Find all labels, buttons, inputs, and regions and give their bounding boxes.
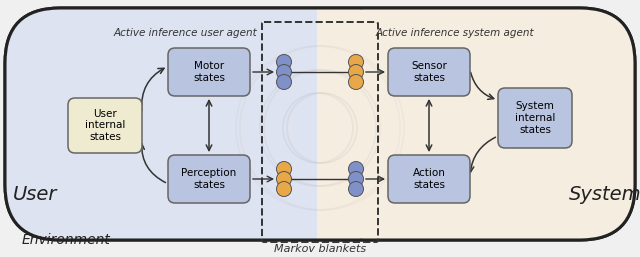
Circle shape bbox=[276, 65, 291, 79]
FancyBboxPatch shape bbox=[498, 88, 572, 148]
Text: System: System bbox=[569, 186, 640, 205]
FancyBboxPatch shape bbox=[168, 155, 250, 203]
Text: System
internal
states: System internal states bbox=[515, 102, 555, 135]
Circle shape bbox=[349, 75, 364, 89]
FancyBboxPatch shape bbox=[317, 8, 360, 240]
Circle shape bbox=[276, 181, 291, 197]
FancyBboxPatch shape bbox=[168, 48, 250, 96]
Text: Action
states: Action states bbox=[413, 168, 445, 190]
Text: User
internal
states: User internal states bbox=[85, 109, 125, 142]
Circle shape bbox=[349, 54, 364, 69]
Circle shape bbox=[276, 54, 291, 69]
FancyBboxPatch shape bbox=[5, 8, 635, 240]
FancyBboxPatch shape bbox=[388, 48, 470, 96]
Text: User: User bbox=[13, 186, 57, 205]
Circle shape bbox=[276, 75, 291, 89]
Circle shape bbox=[349, 171, 364, 187]
FancyBboxPatch shape bbox=[5, 8, 323, 240]
FancyBboxPatch shape bbox=[68, 98, 142, 153]
Text: Markov blankets: Markov blankets bbox=[274, 244, 366, 254]
FancyBboxPatch shape bbox=[322, 8, 635, 240]
FancyBboxPatch shape bbox=[280, 8, 323, 240]
Text: Perception
states: Perception states bbox=[181, 168, 237, 190]
Circle shape bbox=[276, 161, 291, 177]
Text: Sensor
states: Sensor states bbox=[411, 61, 447, 83]
Text: Active inference system agent: Active inference system agent bbox=[376, 28, 534, 38]
Circle shape bbox=[349, 65, 364, 79]
Text: Active inference user agent: Active inference user agent bbox=[113, 28, 257, 38]
Circle shape bbox=[276, 171, 291, 187]
FancyBboxPatch shape bbox=[388, 155, 470, 203]
Circle shape bbox=[349, 161, 364, 177]
Text: Environment: Environment bbox=[22, 233, 111, 247]
Circle shape bbox=[349, 181, 364, 197]
Text: Motor
states: Motor states bbox=[193, 61, 225, 83]
